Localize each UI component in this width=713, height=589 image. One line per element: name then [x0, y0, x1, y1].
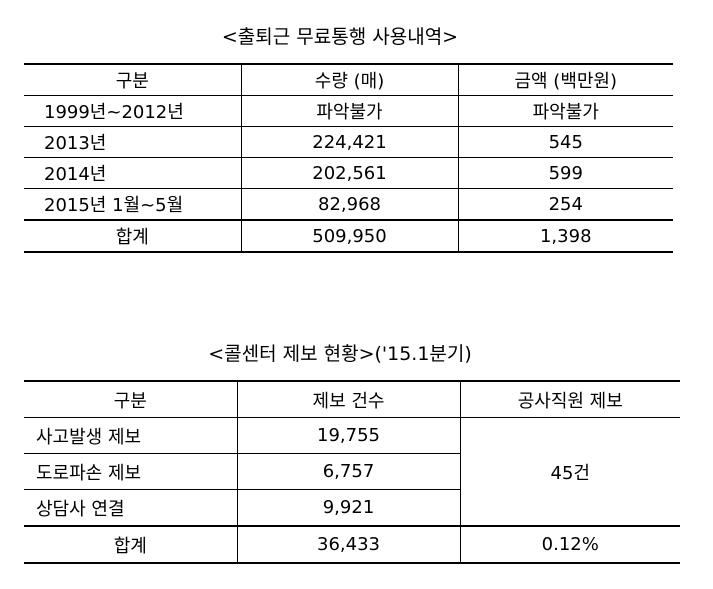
data-row: 2015년 1월~5월 82,968 254 — [24, 188, 673, 221]
data-row: 도로파손 제보 6,757 — [24, 453, 680, 490]
cell: 파악불가 — [457, 95, 673, 127]
cell: 2013년 — [24, 126, 242, 158]
header-cell: 수량 (매) — [240, 63, 459, 96]
total-cell: 합계 — [24, 219, 242, 253]
total-cell: 0.12% — [459, 525, 680, 564]
header-row: 구분 제보 건수 공사직원 제보 — [24, 380, 680, 418]
cell: 사고발생 제보 — [24, 417, 238, 454]
cell: 2014년 — [24, 157, 242, 189]
data-row: 2013년 224,421 545 — [24, 126, 673, 158]
cell: 1999년~2012년 — [24, 95, 242, 127]
data-row: 1999년~2012년 파악불가 파악불가 — [24, 95, 673, 127]
header-cell: 금액 (백만원) — [457, 63, 673, 96]
total-cell: 합계 — [24, 525, 238, 564]
table-title: <콜센터 제보 현황>('15.1분기) — [208, 343, 472, 365]
data-row: 2014년 202,561 599 — [24, 157, 673, 189]
cell: 254 — [457, 188, 673, 221]
cell: 82,968 — [240, 188, 459, 221]
cell: 545 — [457, 126, 673, 158]
header-cell: 제보 건수 — [236, 380, 461, 418]
cell: 2015년 1월~5월 — [24, 188, 242, 221]
header-cell: 공사직원 제보 — [459, 380, 680, 418]
total-cell: 36,433 — [236, 525, 461, 564]
data-row: 사고발생 제보 19,755 45건 — [24, 417, 680, 527]
report-table: 구분 제보 건수 공사직원 제보 사고발생 제보 19,755 45건 도로파손 제보 6,7… — [24, 380, 680, 564]
total-row: 합계 509,950 1,398 — [24, 219, 673, 253]
table-title: <출퇴근 무료통행 사용내역> — [221, 26, 459, 48]
cell: 224,421 — [240, 126, 459, 158]
cell: 202,561 — [240, 157, 459, 189]
cell: 파악불가 — [240, 95, 459, 127]
header-cell: 구분 — [24, 63, 242, 96]
header-row: 구분 수량 (매) 금액 (백만원) — [24, 63, 673, 96]
cell: 19,755 — [236, 417, 461, 454]
header-cell: 구분 — [24, 380, 238, 418]
cell: 9,921 — [236, 489, 460, 527]
total-cell: 509,950 — [240, 219, 459, 253]
merged-cell: 45건 — [459, 417, 680, 527]
total-row: 합계 36,433 0.12% — [24, 525, 680, 564]
total-cell: 1,398 — [457, 219, 673, 253]
usage-table: 구분 수량 (매) 금액 (백만원) 1999년~2012년 파악불가 파악불가 2013년… — [24, 63, 673, 253]
cell: 상담사 연결 — [24, 489, 238, 527]
cell: 6,757 — [236, 453, 460, 490]
cell: 도로파손 제보 — [24, 453, 238, 490]
cell: 599 — [457, 157, 673, 189]
